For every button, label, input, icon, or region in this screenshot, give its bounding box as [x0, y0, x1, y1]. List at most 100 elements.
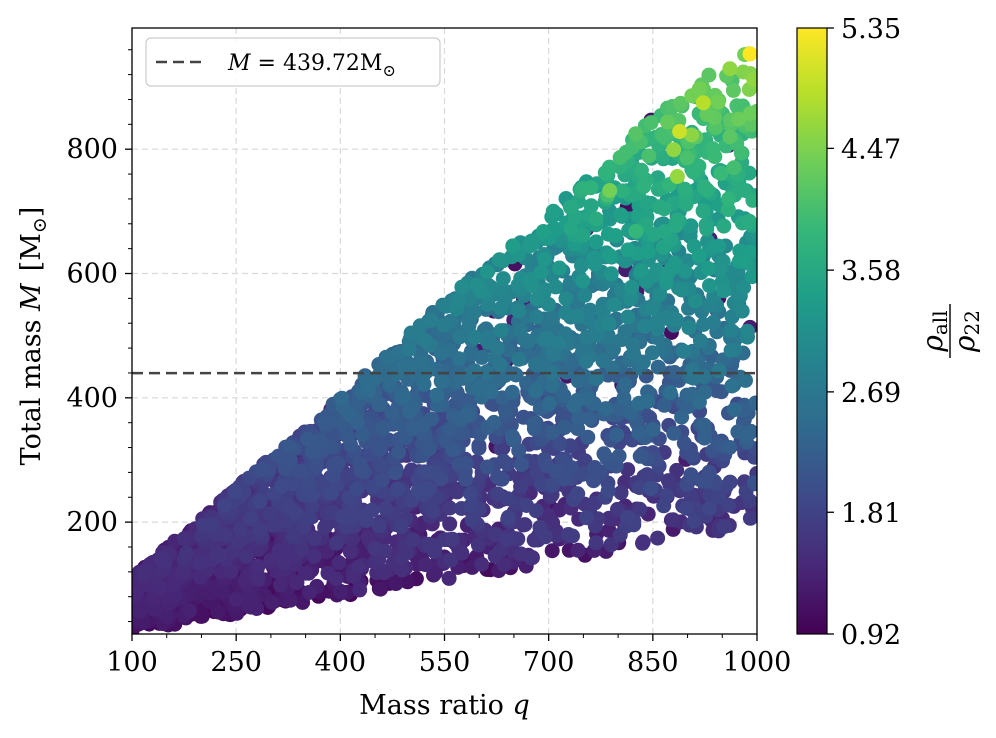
scatter-point — [153, 551, 169, 567]
scatter-point — [514, 457, 529, 473]
scatter-point — [367, 541, 383, 556]
scatter-point — [712, 262, 728, 278]
scatter-point — [193, 528, 209, 544]
scatter-point — [557, 420, 573, 435]
scatter-point — [551, 502, 567, 518]
scatter-point — [433, 345, 449, 361]
scatter-point — [633, 162, 649, 178]
scatter-point — [548, 279, 564, 295]
scatter-point — [683, 467, 699, 483]
scatter-point — [374, 472, 390, 488]
scatter-point — [544, 365, 560, 381]
scatter-point — [454, 279, 470, 295]
scatter-point — [633, 263, 649, 278]
scatter-point — [674, 281, 689, 297]
scatter-point — [545, 203, 561, 219]
scatter-point — [711, 363, 727, 379]
scatter-point — [471, 381, 487, 397]
scatter-point — [333, 583, 349, 599]
scatter-point — [623, 291, 639, 307]
scatter-point — [660, 114, 675, 130]
scatter-point — [416, 376, 432, 392]
scatter-point — [552, 260, 567, 276]
scatter-point — [464, 512, 480, 528]
scatter-point — [442, 516, 458, 532]
scatter-point — [417, 557, 433, 573]
scatter-point — [711, 238, 727, 254]
scatter-point — [532, 519, 548, 535]
scatter-point — [734, 303, 750, 319]
scatter-points — [132, 46, 757, 634]
scatter-point — [549, 464, 565, 479]
colorbar-tick-label: 5.35 — [841, 14, 901, 45]
scatter-point — [393, 519, 409, 535]
scatter-point — [620, 509, 635, 525]
scatter-point — [721, 497, 737, 513]
scatter-point — [720, 202, 736, 218]
scatter-point — [442, 500, 458, 516]
colorbar-label-den-sub: 22 — [960, 310, 984, 335]
scatter-point — [601, 316, 617, 332]
scatter-point — [492, 543, 508, 558]
scatter-point — [433, 471, 449, 487]
scatter-point — [282, 454, 298, 470]
scatter-point — [499, 532, 515, 548]
scatter-point — [176, 531, 192, 547]
scatter-point — [602, 159, 617, 175]
scatter-point — [328, 535, 344, 551]
scatter-point — [650, 530, 666, 546]
scatter-point — [746, 475, 757, 491]
x-tick-label: 100 — [106, 647, 158, 678]
scatter-point — [620, 309, 636, 325]
scatter-point — [596, 446, 612, 462]
scatter-point — [301, 475, 317, 491]
scatter-point — [396, 389, 412, 405]
scatter-point — [490, 486, 506, 502]
scatter-point — [517, 517, 533, 533]
scatter-point — [722, 61, 738, 77]
scatter-point — [294, 541, 310, 557]
scatter-point — [539, 330, 555, 346]
scatter-point — [677, 181, 693, 197]
scatter-point — [745, 192, 757, 208]
scatter-point — [676, 343, 692, 359]
scatter-point — [688, 293, 703, 309]
scatter-point — [674, 409, 690, 425]
scatter-point — [595, 353, 611, 369]
scatter-point — [716, 283, 732, 299]
y-axis-label-text: Total mass — [16, 311, 47, 465]
scatter-point — [556, 388, 572, 403]
scatter-point — [643, 481, 659, 496]
scatter-point — [264, 595, 280, 610]
scatter-point — [722, 474, 738, 490]
y-axis-label-unit-close: ] — [16, 207, 47, 218]
scatter-point — [595, 304, 611, 320]
scatter-point — [644, 300, 660, 316]
scatter-point — [178, 545, 194, 561]
scatter-point — [275, 555, 291, 571]
scatter-point — [620, 462, 636, 478]
y-axis-label-symbol: M — [16, 282, 47, 312]
scatter-point — [643, 115, 659, 131]
x-axis-label-symbol: q — [513, 690, 530, 721]
scatter-point — [351, 559, 367, 575]
scatter-point — [443, 552, 459, 568]
scatter-point — [312, 432, 328, 448]
scatter-point — [479, 459, 495, 475]
scatter-point — [232, 522, 248, 538]
legend-label-symbol: M — [227, 51, 251, 76]
scatter-point — [707, 149, 723, 165]
scatter-point — [710, 94, 726, 110]
scatter-point — [705, 314, 721, 330]
scatter-point — [493, 441, 509, 457]
scatter-point — [490, 469, 505, 485]
scatter-point — [602, 183, 618, 198]
scatter-point — [421, 441, 437, 457]
scatter-point — [349, 481, 365, 497]
scatter-point — [701, 501, 717, 516]
colorbar-label-num-symbol: ρ — [916, 335, 949, 353]
scatter-point — [323, 439, 339, 455]
scatter-point — [454, 545, 470, 561]
scatter-point — [486, 414, 502, 430]
scatter-point — [575, 273, 591, 289]
